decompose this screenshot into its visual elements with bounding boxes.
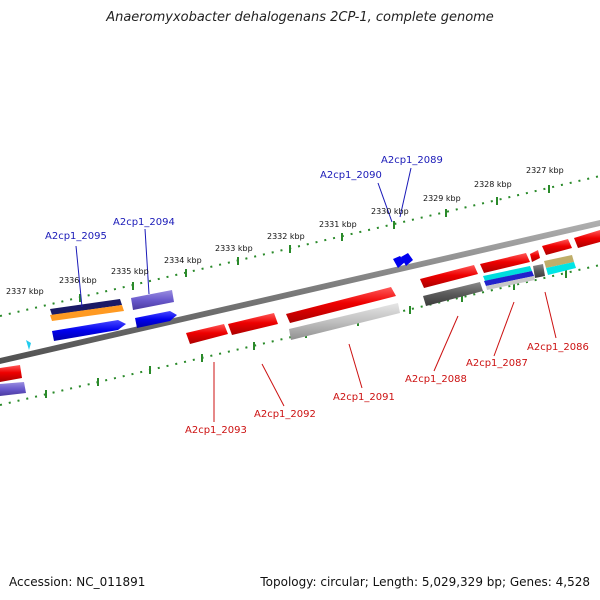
- kbp-label: 2335 kbp: [111, 267, 149, 276]
- kbp-label: 2331 kbp: [319, 220, 357, 229]
- gene-edge-left-red[interactable]: [0, 365, 22, 382]
- gene-2092[interactable]: [228, 313, 278, 335]
- gene-label-2090[interactable]: A2cp1_2090: [320, 170, 382, 181]
- gene-label-2086[interactable]: A2cp1_2086: [527, 342, 589, 353]
- gene-label-2091[interactable]: A2cp1_2091: [333, 392, 395, 403]
- upper-tick-line: [0, 175, 600, 317]
- bottom-gene-labels: A2cp1_2093 A2cp1_2092 A2cp1_2091 A2cp1_2…: [185, 342, 589, 436]
- gene-label-2087[interactable]: A2cp1_2087: [466, 358, 528, 369]
- bottom-strand-genes: [0, 230, 600, 396]
- kbp-labels: 2337 kbp 2336 kbp 2335 kbp 2334 kbp 2333…: [6, 166, 564, 296]
- gene-edge-right[interactable]: [574, 230, 600, 248]
- lower-tick-line: [0, 264, 600, 406]
- genome-stats-text: Topology: circular; Length: 5,029,329 bp…: [260, 575, 590, 589]
- kbp-label: 2334 kbp: [164, 256, 202, 265]
- gene-2087-band-gray[interactable]: [486, 276, 535, 290]
- gene-small-gray[interactable]: [533, 264, 545, 278]
- kbp-label: 2333 kbp: [215, 244, 253, 253]
- gene-2086[interactable]: [542, 239, 572, 255]
- upper-major-ticks: [79, 185, 550, 302]
- gene-2090[interactable]: [393, 256, 405, 268]
- gene-blue-arrow-2[interactable]: [135, 311, 177, 328]
- kbp-label: 2330 kbp: [371, 207, 409, 216]
- gene-2095-band-navy[interactable]: [50, 299, 122, 315]
- kbp-label: 2336 kbp: [59, 276, 97, 285]
- top-gene-labels: A2cp1_2095 A2cp1_2094 A2cp1_2090 A2cp1_2…: [45, 155, 443, 242]
- bottom-leader-lines: [213, 291, 557, 422]
- kbp-label: 2332 kbp: [267, 232, 305, 241]
- kbp-label: 2329 kbp: [423, 194, 461, 203]
- gene-2091[interactable]: [286, 287, 396, 323]
- gene-small-red[interactable]: [530, 250, 540, 262]
- kbp-label: 2327 kbp: [526, 166, 564, 175]
- gene-2087-band-blue[interactable]: [484, 271, 534, 286]
- top-strand-genes: [26, 253, 413, 350]
- gene-2086-band-cyan[interactable]: [546, 262, 576, 275]
- gene-2095-band-orange[interactable]: [50, 305, 124, 321]
- gene-label-2088[interactable]: A2cp1_2088: [405, 374, 467, 385]
- gene-2088[interactable]: [420, 265, 478, 288]
- top-leader-lines: [75, 167, 412, 308]
- kbp-label: 2337 kbp: [6, 287, 44, 296]
- accession-text: Accession: NC_011891: [9, 575, 146, 589]
- gene-2089[interactable]: [401, 253, 413, 266]
- gene-2086-band-khaki[interactable]: [544, 255, 574, 268]
- gene-label-2093[interactable]: A2cp1_2093: [185, 425, 247, 436]
- kbp-label: 2328 kbp: [474, 180, 512, 189]
- gene-2087[interactable]: [480, 253, 530, 273]
- genome-backbone: [0, 220, 600, 364]
- gene-2093[interactable]: [186, 324, 228, 344]
- map-title: Anaeromyxobacter dehalogenans 2CP-1, com…: [106, 10, 494, 25]
- gene-2088-product[interactable]: [423, 282, 483, 306]
- gene-blue-arrow-1[interactable]: [52, 320, 126, 341]
- gene-label-2094[interactable]: A2cp1_2094: [113, 217, 175, 228]
- gene-2091-product[interactable]: [289, 303, 400, 340]
- gene-2094[interactable]: [131, 290, 174, 310]
- gene-label-2095[interactable]: A2cp1_2095: [45, 231, 107, 242]
- gene-label-2092[interactable]: A2cp1_2092: [254, 409, 316, 420]
- gene-label-2089[interactable]: A2cp1_2089: [381, 155, 443, 166]
- gene-edge-left-slate[interactable]: [0, 382, 26, 396]
- gene-2087-band-cyan[interactable]: [483, 266, 532, 281]
- gene-cyan-marker[interactable]: [26, 340, 31, 350]
